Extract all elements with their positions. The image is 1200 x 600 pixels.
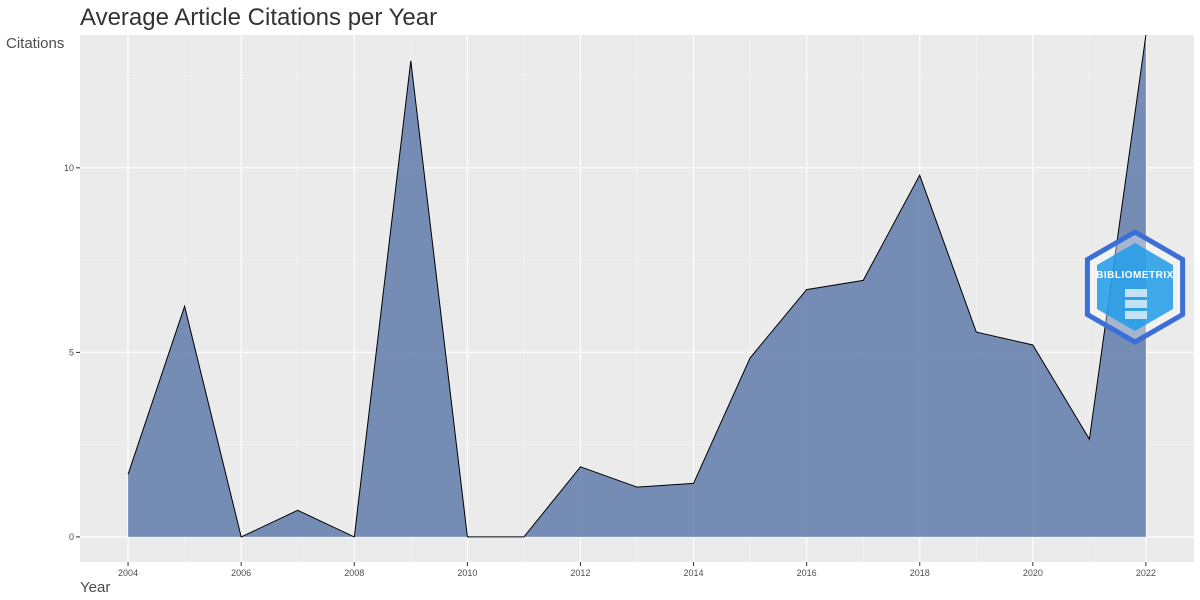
x-tick-label: 2010: [457, 568, 477, 578]
x-tick-label: 2018: [910, 568, 930, 578]
series-area: [127, 34, 1147, 538]
x-tick-label: 2008: [344, 568, 364, 578]
chart-title: Average Article Citations per Year: [80, 4, 437, 31]
y-tick-label: 5: [69, 347, 74, 357]
x-tick-label: 2004: [118, 568, 138, 578]
area-fill: [128, 35, 1146, 537]
x-tick-label: 2006: [231, 568, 251, 578]
x-axis-title: Year: [80, 579, 110, 596]
bibliometrix-logo-icon: BIBLIOMETRIX: [1084, 229, 1186, 345]
y-tick-label: 0: [69, 532, 74, 542]
x-tick-label: 2016: [797, 568, 817, 578]
axes: 2004 2006 2008 2010 2012 2014 2016 2018 2020 2022…: [64, 163, 1156, 578]
x-tick-label: 2020: [1023, 568, 1043, 578]
x-tick-label: 2012: [570, 568, 590, 578]
watermark-text: BIBLIOMETRIX: [1096, 270, 1174, 281]
x-tick-label: 2014: [684, 568, 704, 578]
x-tick-label: 2022: [1136, 568, 1156, 578]
y-tick-label: 10: [64, 163, 74, 173]
y-axis-title: Citations: [6, 35, 64, 52]
series-line: [127, 34, 1147, 538]
